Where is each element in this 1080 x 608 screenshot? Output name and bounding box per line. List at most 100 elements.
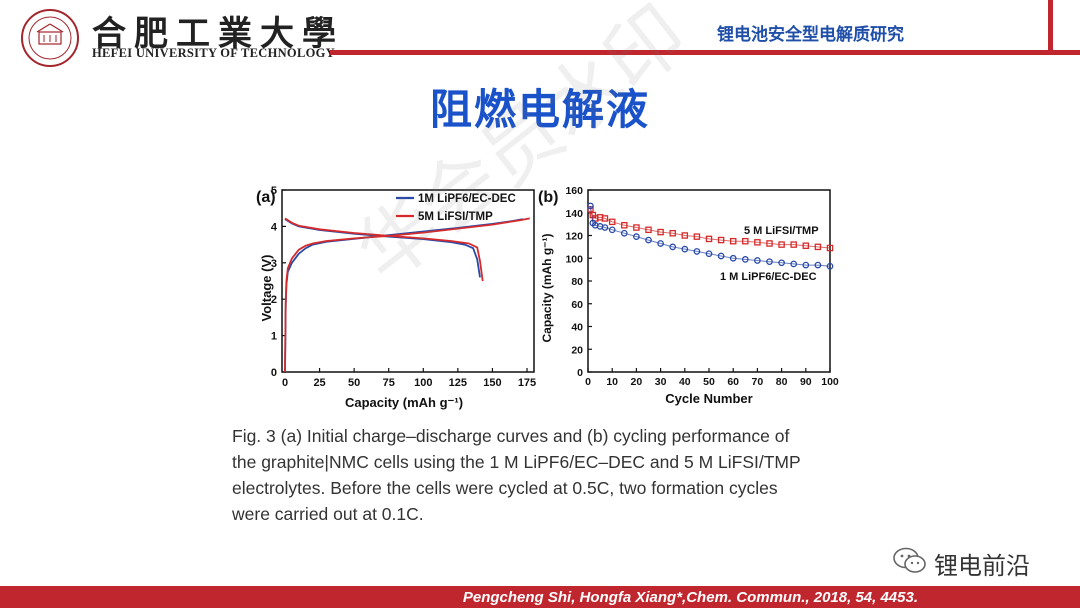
footer-citation: Pengcheng Shi, Hongfa Xiang*,Chem. Commu… (462, 589, 918, 606)
legend-label: 1M LiPF6/EC-DEC (418, 193, 516, 205)
y-tick-label: 4 (271, 221, 278, 233)
data-point-lipf6-ec-dec (587, 202, 594, 210)
data-point-lifsi-tmp (601, 215, 609, 222)
x-tick-label: 90 (800, 376, 812, 388)
x-tick-label: 40 (679, 376, 691, 388)
data-point-lipf6-ec-dec (693, 248, 701, 255)
figure-caption: Fig. 3 (a) Initial charge–discharge curv… (232, 423, 872, 527)
data-point-lifsi-tmp (742, 237, 749, 245)
wechat-icon (893, 547, 926, 573)
data-point-lifsi-tmp (814, 243, 822, 251)
x-tick-label: 30 (655, 376, 667, 388)
x-tick-label: 50 (348, 377, 360, 389)
y-tick-label: 160 (565, 185, 583, 197)
x-tick-label: 125 (449, 377, 467, 389)
series-line-lifsi-tmp (284, 217, 530, 373)
data-point-lifsi-tmp (645, 226, 652, 234)
x-tick-label: 20 (631, 376, 643, 388)
y-tick-label: 5 (271, 185, 277, 197)
x-tick-label: 70 (752, 376, 764, 388)
y-tick-label: 2 (271, 294, 277, 306)
data-point-lifsi-tmp (608, 218, 616, 226)
data-point-lifsi-tmp (790, 241, 797, 248)
data-point-lifsi-tmp (705, 235, 713, 243)
y-tick-label: 60 (571, 299, 583, 311)
data-point-lipf6-ec-dec (608, 226, 616, 234)
series-line-b1 (589, 205, 831, 267)
slide-title: 阻燃电解液 (429, 85, 650, 134)
y-tick-label: 100 (565, 253, 583, 265)
data-point-lipf6-ec-dec (729, 254, 737, 262)
x-tick-label: 50 (703, 376, 715, 388)
university-name-cn: 合肥工業大學 (92, 14, 344, 54)
x-tick-label: 25 (313, 377, 325, 389)
caption-line: were carried out at 0.1C. (232, 504, 424, 524)
data-point-lipf6-ec-dec (681, 245, 689, 253)
watermark-source: 锂电前沿 (934, 552, 1030, 580)
data-point-lipf6-ec-dec (790, 260, 798, 268)
y-tick-label: 3 (271, 258, 277, 270)
header-accent-bar (1048, 0, 1053, 55)
x-tick-label: 75 (383, 377, 395, 389)
data-point-lipf6-ec-dec (620, 229, 628, 237)
x-tick-label: 0 (282, 377, 288, 389)
data-point-lifsi-tmp (717, 236, 725, 244)
x-tick-label: 0 (585, 376, 591, 388)
caption-line: the graphite|NMC cells using the 1 M LiP… (232, 452, 801, 472)
y-tick-label: 20 (571, 344, 583, 356)
data-point-lipf6-ec-dec (778, 259, 785, 267)
caption-line: electrolytes. Before the cells were cycl… (232, 478, 778, 498)
data-point-lipf6-ec-dec (814, 261, 822, 269)
data-point-lipf6-ec-dec (601, 224, 609, 231)
y-tick-label: 80 (571, 276, 583, 288)
data-point-lipf6-ec-dec (802, 261, 810, 269)
data-point-lifsi-tmp (669, 229, 676, 237)
data-point-lipf6-ec-dec (657, 240, 664, 247)
data-point-lipf6-ec-dec (669, 243, 677, 251)
y-tick-label: 0 (577, 367, 583, 379)
header-divider (330, 50, 1080, 55)
x-tick-label: 10 (606, 376, 618, 388)
series-line-lifsi-tmp (284, 217, 484, 282)
chart-panel-b: (b) Capacity (mAh g⁻¹) Cycle Number 0 10 2… (538, 185, 839, 406)
y-tick-label: 40 (571, 322, 583, 334)
y-tick-label: 140 (565, 208, 583, 220)
x-tick-label: 100 (821, 376, 839, 388)
data-point-lipf6-ec-dec (826, 262, 834, 270)
x-tick-label: 175 (518, 377, 536, 389)
university-name-en: HEFEI UNIVERSITY OF TECHNOLOGY (92, 46, 335, 60)
data-point-lifsi-tmp (778, 241, 785, 248)
panel-b-ylabel: Capacity (mAh g⁻¹) (540, 233, 554, 342)
data-point-lifsi-tmp (693, 233, 701, 240)
panel-a-label: (a) (256, 189, 276, 206)
data-point-lipf6-ec-dec (717, 252, 725, 260)
chart-panel-a: (a) Voltage (V) Capacity (mAh g⁻¹) 0 25 50… (256, 185, 536, 410)
data-point-lifsi-tmp (802, 242, 810, 249)
x-tick-label: 60 (727, 376, 739, 388)
data-point-lifsi-tmp (766, 240, 773, 247)
data-point-lifsi-tmp (826, 244, 834, 252)
series-label-lifsi-tmp: 5 M LiFSI/TMP (744, 225, 819, 237)
x-tick-label: 150 (483, 377, 501, 389)
figure-charts: (a) Voltage (V) Capacity (mAh g⁻¹) 0 25 50… (256, 185, 839, 410)
y-tick-label: 120 (565, 231, 583, 243)
data-point-lipf6-ec-dec (741, 256, 749, 263)
data-point-lipf6-ec-dec (633, 233, 640, 240)
y-tick-label: 0 (271, 367, 277, 379)
footer-bar (0, 586, 1080, 608)
y-tick-label: 1 (271, 331, 277, 343)
panel-a-ylabel: Voltage (V) (259, 255, 274, 322)
legend-label: 5M LiFSI/TMP (418, 211, 493, 223)
panel-a-frame (281, 189, 535, 373)
data-point-lifsi-tmp (754, 239, 761, 246)
header-topic: 锂电池安全型电解质研究 (717, 25, 904, 45)
data-point-lifsi-tmp (621, 222, 628, 229)
university-seal-logo (21, 9, 79, 67)
panel-a-legend: 1M LiPF6/EC-DEC 5M LiFSI/TMP (396, 193, 516, 223)
data-point-lifsi-tmp (657, 228, 664, 236)
data-point-lipf6-ec-dec (645, 236, 652, 244)
data-point-lipf6-ec-dec (766, 258, 773, 266)
panel-b-label: (b) (538, 189, 558, 206)
data-point-lipf6-ec-dec (705, 250, 713, 258)
data-point-lifsi-tmp (633, 224, 640, 231)
